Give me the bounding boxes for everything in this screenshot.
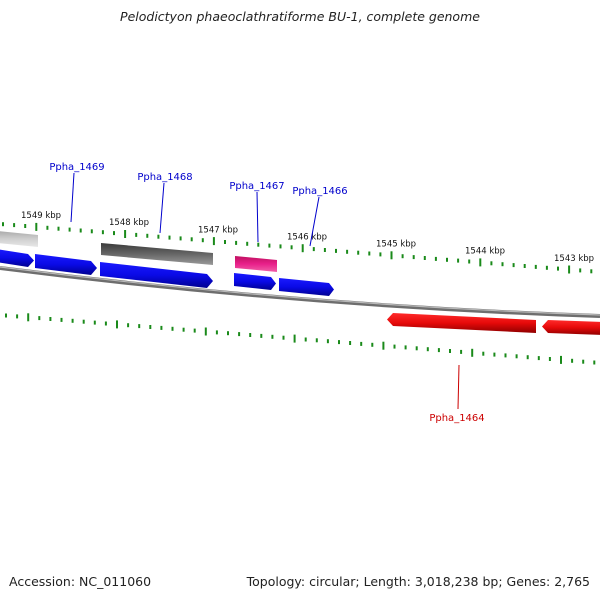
gene-block [0, 231, 38, 247]
gene-arrow-forward [279, 278, 334, 296]
gene-label: Ppha_1469 [49, 162, 104, 173]
gene-arrow-forward [234, 273, 276, 290]
gene-label: Ppha_1467 [229, 181, 284, 192]
backbone-line [0, 266, 600, 318]
gene-label-leader [309, 196, 320, 247]
scale-label: 1547 kbp [198, 225, 238, 235]
scale-label: 1543 kbp [554, 254, 594, 264]
scale-ticks [2, 222, 596, 365]
scale-label: 1544 kbp [465, 247, 505, 257]
scale-label: 1548 kbp [109, 218, 149, 228]
backbone [0, 266, 600, 318]
gene-label-leader [256, 191, 259, 243]
gene-labels: 1549 kbp 1548 kbp 1547 kbp 1546 kbp 1545 kbp… [21, 162, 594, 424]
gene-label-leader [159, 182, 165, 234]
map-title: Pelodictyon phaeoclathratiforme BU-1, co… [120, 9, 480, 24]
scale-label: 1545 kbp [376, 240, 416, 250]
gene-arrow-forward [0, 249, 34, 267]
gene-label: Ppha_1468 [137, 172, 192, 183]
accession-text: Accession: NC_011060 [9, 574, 152, 589]
gene-label: Ppha_1466 [292, 186, 347, 197]
gene-arrow-reverse [542, 320, 600, 335]
scale-label: 1546 kbp [287, 232, 327, 242]
gene-arrow-forward [35, 254, 97, 275]
gene-block [235, 256, 277, 272]
genome-stats-text: Topology: circular; Length: 3,018,238 bp… [246, 574, 590, 589]
scale-label: 1549 kbp [21, 211, 61, 221]
gene-label: Ppha_1464 [429, 413, 484, 424]
backbone-highlight [0, 266, 600, 316]
gene-block [101, 243, 213, 265]
gene-arrow-reverse [387, 313, 536, 333]
gene-track [0, 231, 600, 335]
gene-label-leader [457, 364, 460, 410]
gene-arrow-forward [100, 262, 213, 288]
gene-label-leader [70, 172, 75, 223]
